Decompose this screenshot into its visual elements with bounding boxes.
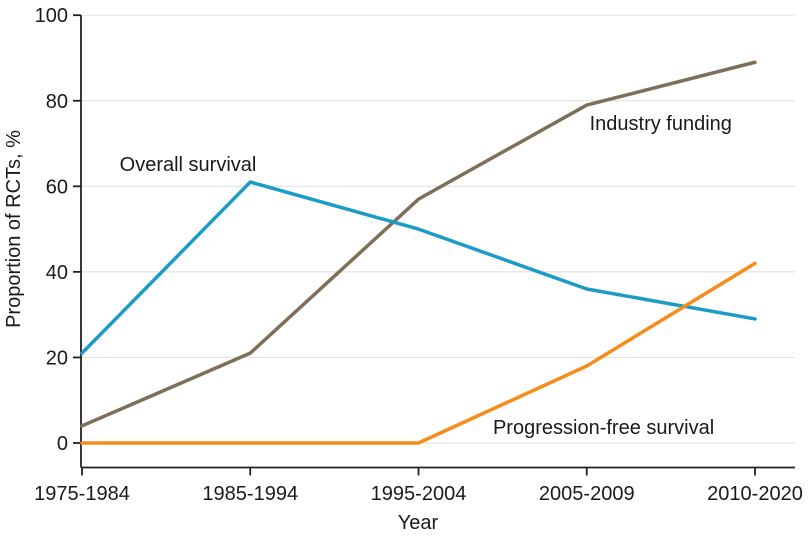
y-tick-label: 80: [46, 91, 68, 113]
y-axis-title: Proportion of RCTs, %: [3, 130, 25, 328]
x-tick-label: 2010-2020: [707, 483, 803, 505]
series-inline-label: Progression-free survival: [493, 417, 714, 439]
series-inline-label: Overall survival: [120, 154, 257, 176]
series-line-industry-funding: [80, 60, 757, 428]
series-line-progression-free-survival: [80, 261, 757, 445]
x-tick-label: 1985-1994: [202, 483, 298, 505]
x-axis-title: Year: [398, 512, 439, 534]
axes: [80, 15, 795, 469]
x-tick-label: 1995-2004: [371, 483, 467, 505]
x-tick-label: 2005-2009: [539, 483, 635, 505]
y-tick-label: 100: [35, 5, 68, 27]
y-tick-label: 40: [46, 262, 68, 284]
y-tick-label: 0: [57, 433, 68, 455]
gridlines: [81, 14, 795, 444]
series-lines: [80, 60, 757, 445]
series-labels: Overall survival Industry funding Progress…: [120, 113, 732, 439]
y-tick-label: 20: [46, 347, 68, 369]
series-inline-label: Industry funding: [590, 113, 732, 135]
axis-ticks: [73, 14, 756, 476]
tick-labels: 0 20 40 60 80 100 1975-1984 1985-1994 1995-2004 2…: [34, 5, 803, 505]
x-tick-label: 1975-1984: [34, 483, 130, 505]
y-tick-label: 60: [46, 176, 68, 198]
series-line-overall-survival: [80, 180, 757, 355]
